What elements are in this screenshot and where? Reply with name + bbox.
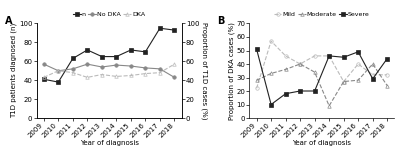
Legend: n, No DKA, DKA: n, No DKA, DKA	[70, 10, 148, 20]
DKA	[114, 76, 119, 77]
Moderate	[385, 85, 390, 86]
Moderate	[298, 63, 302, 65]
Mild	[298, 63, 302, 65]
Line: n: n	[42, 26, 176, 84]
n	[128, 49, 133, 51]
Line: No DKA: No DKA	[42, 62, 176, 79]
Mild	[269, 40, 274, 42]
Mild	[312, 55, 317, 57]
No DKA	[70, 68, 75, 70]
Severe	[356, 51, 360, 53]
DKA	[128, 75, 133, 76]
Severe	[312, 90, 317, 92]
Mild	[370, 74, 375, 76]
n	[143, 51, 148, 53]
Severe	[254, 48, 259, 50]
Text: A: A	[5, 16, 12, 26]
Severe	[370, 78, 375, 80]
n	[158, 27, 162, 29]
DKA	[100, 74, 104, 75]
Severe	[385, 58, 390, 60]
Moderate	[269, 73, 274, 74]
Line: DKA: DKA	[42, 62, 176, 79]
DKA	[158, 72, 162, 74]
Mild	[341, 81, 346, 83]
n	[56, 81, 61, 83]
DKA	[42, 76, 46, 78]
No DKA	[56, 70, 61, 72]
Moderate	[283, 69, 288, 70]
n	[85, 49, 90, 51]
Line: Moderate: Moderate	[255, 62, 389, 108]
DKA	[56, 70, 61, 72]
Y-axis label: Proportion of DKA cases (%): Proportion of DKA cases (%)	[228, 22, 235, 120]
Severe	[283, 93, 288, 95]
X-axis label: Year of diagnosis: Year of diagnosis	[292, 140, 351, 146]
Severe	[269, 104, 274, 105]
Mild	[254, 87, 259, 89]
No DKA	[172, 76, 177, 78]
Legend: Mild, Moderate, Severe: Mild, Moderate, Severe	[272, 10, 372, 20]
Mild	[283, 55, 288, 57]
Text: B: B	[218, 16, 225, 26]
No DKA	[100, 66, 104, 68]
Moderate	[356, 79, 360, 81]
n	[114, 56, 119, 57]
Moderate	[341, 81, 346, 83]
Moderate	[254, 79, 259, 81]
n	[42, 78, 46, 80]
Line: Mild: Mild	[255, 39, 389, 90]
No DKA	[42, 63, 46, 65]
n	[172, 29, 177, 31]
Severe	[341, 56, 346, 58]
n	[70, 58, 75, 59]
Severe	[298, 90, 302, 92]
DKA	[85, 76, 90, 78]
Mild	[327, 55, 332, 57]
Y-axis label: T1D patients diagnosed (n): T1D patients diagnosed (n)	[11, 23, 18, 118]
DKA	[172, 63, 177, 65]
Mild	[356, 63, 360, 65]
DKA	[143, 73, 148, 74]
No DKA	[143, 67, 148, 69]
X-axis label: Year of diagnosis: Year of diagnosis	[80, 140, 139, 146]
No DKA	[158, 68, 162, 70]
Y-axis label: Proportion of T1D cases (%): Proportion of T1D cases (%)	[201, 22, 207, 119]
Line: Severe: Severe	[255, 47, 389, 106]
No DKA	[85, 63, 90, 65]
Mild	[385, 74, 390, 76]
Moderate	[312, 71, 317, 73]
Severe	[327, 55, 332, 57]
Moderate	[370, 63, 375, 65]
n	[100, 56, 104, 57]
DKA	[70, 72, 75, 74]
No DKA	[114, 64, 119, 66]
Moderate	[327, 105, 332, 107]
No DKA	[128, 65, 133, 67]
